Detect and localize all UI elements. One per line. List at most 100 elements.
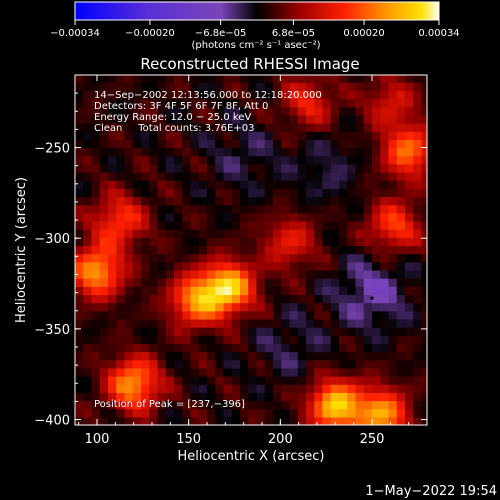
heatmap-cell (289, 327, 299, 336)
heatmap-cell (281, 294, 291, 304)
heatmap-cell (99, 278, 109, 287)
colorbar-tick-label: −0.00034 (50, 28, 100, 39)
heatmap-cell (141, 139, 150, 149)
heatmap-cell (207, 98, 216, 108)
heatmap-cell (190, 204, 200, 214)
heatmap-cell (240, 278, 249, 287)
heatmap-cell (108, 384, 117, 393)
heatmap-cell (289, 98, 299, 108)
heatmap-cell (240, 359, 249, 369)
heatmap-cell (174, 343, 183, 353)
heatmap-cell (157, 147, 167, 157)
heatmap-cell (289, 392, 299, 402)
heatmap-cell (388, 392, 398, 402)
heatmap-cell (248, 416, 258, 425)
heatmap-cell (165, 278, 175, 287)
heatmap-cell (330, 188, 340, 198)
heatmap-cell (297, 212, 307, 222)
heatmap-cell (306, 229, 315, 238)
heatmap-cell (347, 367, 357, 377)
heatmap-cell (264, 392, 274, 402)
heatmap-cell (223, 269, 233, 279)
heatmap-cell (306, 155, 315, 165)
heatmap-cell (248, 335, 258, 344)
heatmap-cell (289, 408, 299, 418)
peak-position-label: Position of Peak = [237,−396] (94, 399, 245, 410)
heatmap-cell (108, 123, 117, 132)
heatmap-cell (174, 351, 183, 361)
heatmap-cell (99, 196, 109, 206)
heatmap-cell (256, 278, 266, 287)
heatmap-cell (322, 98, 332, 108)
heatmap-cell (314, 196, 324, 206)
heatmap-cell (330, 261, 340, 271)
heatmap-cell (248, 343, 258, 353)
heatmap-cell (207, 188, 216, 198)
heatmap-cell (396, 318, 406, 328)
heatmap-cell (256, 269, 266, 279)
heatmap-cell (405, 155, 414, 165)
heatmap-cell (190, 359, 200, 369)
heatmap-cell (182, 261, 192, 271)
heatmap-cell (223, 229, 233, 238)
heatmap-cell (182, 163, 192, 173)
heatmap-cell (339, 220, 348, 230)
heatmap-cell (141, 351, 150, 361)
heatmap-cell (256, 155, 266, 165)
heatmap-cell (141, 229, 150, 238)
heatmap-cell (83, 163, 93, 173)
heatmap-cell (165, 75, 175, 83)
heatmap-cell (322, 90, 332, 100)
heatmap-cell (132, 278, 142, 287)
heatmap-cell (99, 351, 109, 361)
heatmap-cell (75, 392, 84, 402)
heatmap-cell (182, 90, 192, 100)
heatmap-cell (240, 114, 249, 124)
heatmap-cell (124, 98, 134, 108)
heatmap-cell (141, 359, 150, 369)
heatmap-cell (165, 237, 175, 247)
heatmap-cell (223, 327, 233, 336)
heatmap-cell (306, 75, 315, 83)
heatmap-cell (207, 376, 216, 385)
heatmap-cell (223, 114, 233, 124)
heatmap-cell (322, 155, 332, 165)
heatmap-cell (141, 392, 150, 402)
heatmap-cell (413, 180, 423, 189)
heatmap-cell (165, 261, 175, 271)
heatmap-cell (223, 155, 233, 165)
heatmap-cell (149, 147, 159, 157)
heatmap-cell (91, 245, 101, 255)
heatmap-cell (240, 253, 249, 263)
heatmap-cell (83, 294, 93, 304)
heatmap-cell (174, 384, 183, 393)
heatmap-cell (363, 392, 373, 402)
heatmap-cell (421, 123, 427, 132)
heatmap-cell (231, 269, 241, 279)
heatmap-cell (396, 416, 406, 425)
heatmap-cell (108, 392, 117, 402)
heatmap-cell (355, 172, 365, 181)
heatmap-cell (388, 172, 398, 181)
heatmap-cell (264, 82, 274, 92)
heatmap-cell (116, 400, 126, 410)
annotation-clean: Clean Total counts: 3.76E+03 (94, 123, 254, 134)
heatmap-cell (108, 400, 117, 410)
heatmap-cell (421, 212, 427, 222)
heatmap-cell (182, 196, 192, 206)
heatmap-cell (405, 400, 414, 410)
heatmap-cell (116, 261, 126, 271)
heatmap-cell (347, 253, 357, 263)
heatmap-cell (372, 196, 381, 206)
heatmap-cell (264, 335, 274, 344)
heatmap-cell (322, 188, 332, 198)
heatmap-cell (314, 82, 324, 92)
heatmap-cell (215, 139, 225, 149)
heatmap-cell (248, 172, 258, 181)
heatmap-cell (215, 155, 225, 165)
heatmap-cell (322, 359, 332, 369)
heatmap-cell (339, 147, 348, 157)
heatmap-cell (248, 302, 258, 312)
heatmap-cell (281, 98, 291, 108)
heatmap-cell (339, 196, 348, 206)
